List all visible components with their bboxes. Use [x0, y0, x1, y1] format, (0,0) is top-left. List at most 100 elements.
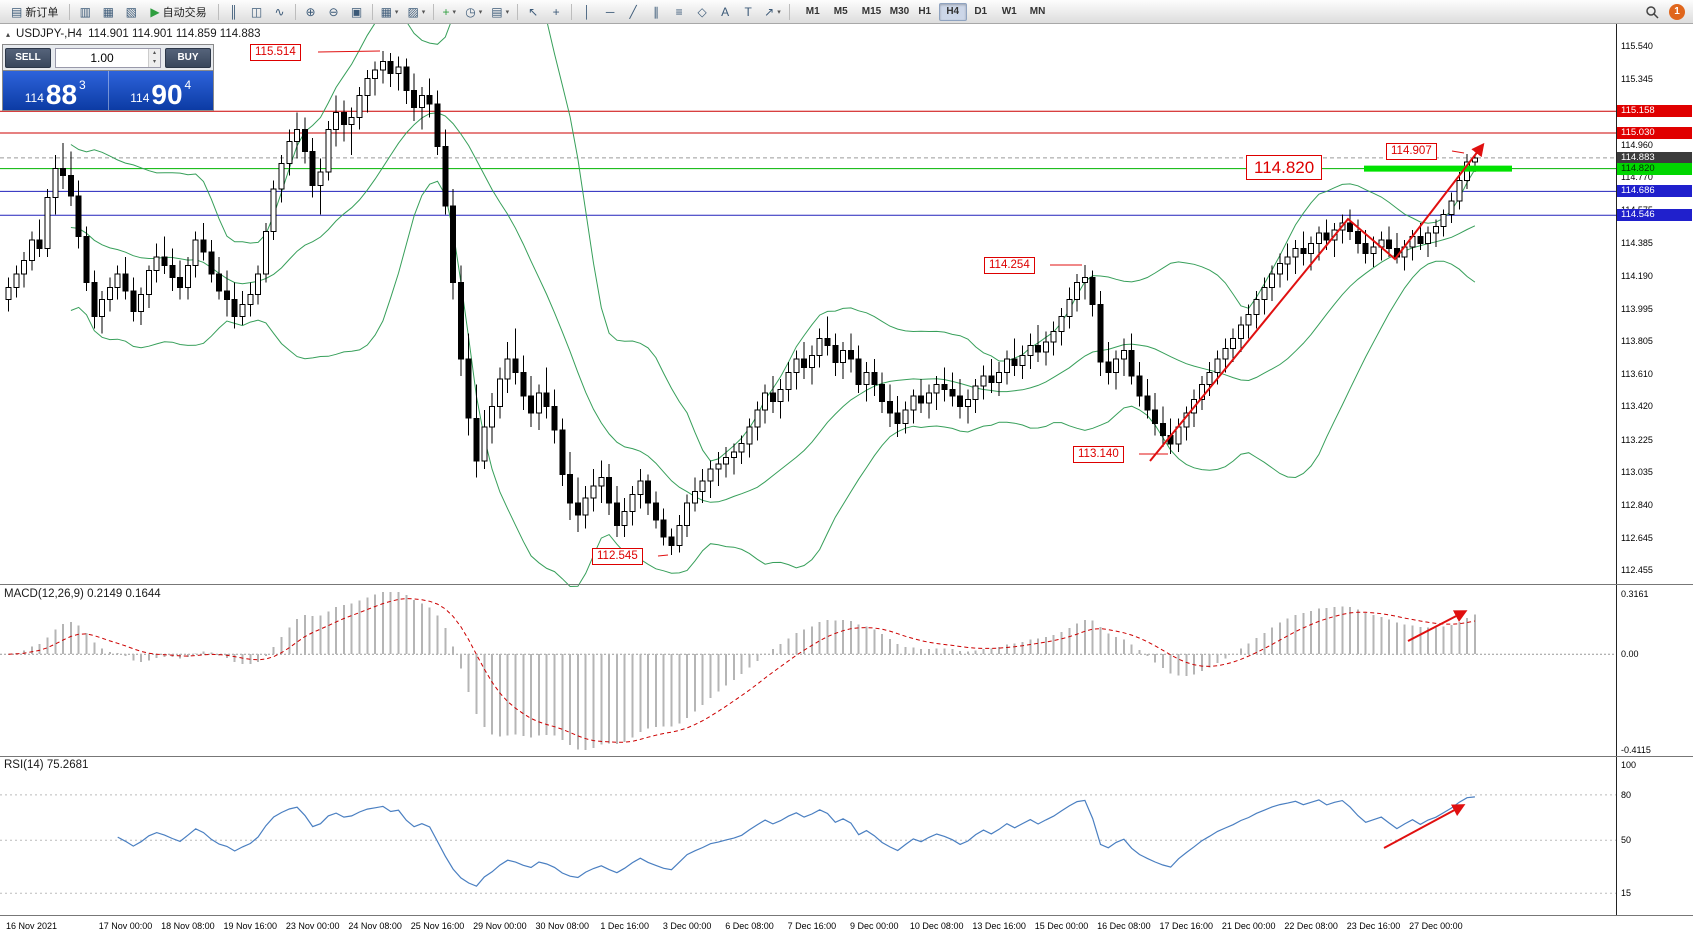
candles[interactable] — [5, 50, 1478, 555]
buy-button[interactable]: BUY — [165, 47, 211, 68]
time-axis-label: 25 Nov 16:00 — [410, 921, 465, 931]
zoom-in-button[interactable]: ⊕ — [300, 2, 322, 22]
time-axis-label: 23 Dec 16:00 — [1346, 921, 1401, 931]
toolbar-separator — [571, 3, 573, 20]
market-watch-button[interactable]: ▥ — [74, 2, 96, 22]
timeframe-h1-button[interactable]: H1 — [911, 3, 939, 21]
trend-arrow-3[interactable] — [1383, 804, 1466, 849]
trendline-button[interactable]: ╱ — [622, 2, 644, 22]
cursor-button[interactable]: ↖ — [522, 2, 544, 22]
chart-title: ▴ USDJPY-,H4 114.901 114.901 114.859 114… — [6, 28, 261, 40]
time-axis[interactable]: 16 Nov 2021 17 Nov 00:00 18 Nov 08:00 19 No… — [0, 916, 1693, 943]
autotrading-button[interactable]: ▶ 自动交易 — [143, 2, 213, 22]
periods-button[interactable]: ◷ ▾ — [461, 2, 486, 22]
arrows-button[interactable]: ↗ ▾ — [760, 2, 785, 22]
volume-up-button[interactable]: ▴ — [149, 48, 160, 58]
toolbar-separator — [69, 3, 71, 20]
timeframe-m30-button[interactable]: M30 — [883, 3, 911, 21]
bid-main: 88 — [45, 78, 78, 110]
notifications-badge[interactable]: 1 — [1669, 3, 1685, 20]
crosshair-button[interactable]: + — [545, 2, 567, 22]
candlestick-chart-icon: ◫ — [250, 4, 263, 19]
trend-arrow-2[interactable] — [1407, 610, 1468, 642]
timeframe-m5-button[interactable]: M5 — [827, 3, 855, 21]
price-annotation[interactable]: 113.140 — [1073, 446, 1124, 463]
templates-icon: ▤ — [491, 4, 503, 19]
bid-price[interactable]: 114 88 3 — [3, 71, 108, 110]
timeframe-w1-button[interactable]: W1 — [995, 3, 1023, 21]
vertical-line-icon: │ — [583, 4, 591, 19]
price-annotation[interactable]: 115.514 — [250, 44, 301, 61]
volume-input[interactable] — [56, 48, 148, 67]
time-axis-label: 16 Nov 2021 — [6, 921, 58, 931]
zoom-out-button[interactable]: ⊖ — [323, 2, 345, 22]
bar-chart-button[interactable]: ║ — [223, 2, 245, 22]
shapes-button[interactable]: ◇ — [691, 2, 713, 22]
timeframe-m15-button[interactable]: M15 — [855, 3, 883, 21]
price-axis-tag: 115.030 — [1617, 126, 1692, 139]
price-axis-tag: 114.686 — [1617, 185, 1692, 198]
data-window-button[interactable]: ▦ — [97, 2, 119, 22]
time-axis-label: 15 Dec 00:00 — [1034, 921, 1089, 931]
candlestick-chart-button[interactable]: ◫ — [246, 2, 268, 22]
sell-button[interactable]: SELL — [5, 47, 51, 68]
trade-panel-controls: SELL ▴ ▾ BUY — [3, 45, 213, 70]
equidistant-channel-button[interactable]: ∥ — [645, 2, 667, 22]
timeframe-h4-button[interactable]: H4 — [938, 2, 967, 21]
timeframe-d1-button[interactable]: D1 — [967, 3, 995, 21]
price-axis-tag: 114.883 — [1617, 151, 1692, 164]
indicators-button[interactable]: + ▾ — [438, 2, 460, 22]
templates-button[interactable]: ▤ ▾ — [487, 2, 513, 22]
time-axis-label: 9 Dec 00:00 — [850, 921, 899, 931]
search-button[interactable] — [1641, 2, 1663, 22]
chart-profiles-icon: ▨ — [407, 4, 419, 19]
market-watch-icon: ▥ — [79, 4, 92, 19]
macd-axis-tick: 0.3161 — [1621, 589, 1649, 599]
fibonacci-button[interactable]: ≡ — [668, 2, 690, 22]
price-annotation[interactable]: 114.820 — [1246, 155, 1323, 180]
macd-axis-tick: -0.4115 — [1621, 745, 1651, 755]
time-axis-label: 24 Nov 08:00 — [348, 921, 402, 931]
bollinger-lower-band[interactable] — [70, 180, 1476, 588]
new-order-button[interactable]: ▤ 新订单 — [4, 2, 65, 22]
price-axis-tag: 115.158 — [1617, 105, 1692, 118]
text-button[interactable]: A — [714, 2, 736, 22]
equidistant-channel-icon: ∥ — [653, 4, 660, 19]
pane-divider-macd[interactable] — [0, 584, 1693, 585]
rsi-axis-tick: 80 — [1621, 789, 1632, 800]
bid-pip: 3 — [79, 78, 86, 92]
trade-panel-prices: 114 88 3 114 90 4 — [3, 70, 213, 110]
text-icon: A — [721, 4, 730, 19]
line-chart-button[interactable]: ∿ — [269, 2, 291, 22]
new-chart-button[interactable]: ▦ ▾ — [377, 2, 403, 22]
horizontal-line-button[interactable]: ─ — [599, 2, 621, 22]
toolbar-separator — [371, 3, 373, 20]
chart-profiles-button[interactable]: ▨ ▾ — [403, 2, 429, 22]
toolbar-right: 1 — [1641, 2, 1689, 22]
timeframe-m1-button[interactable]: M1 — [799, 3, 827, 21]
bollinger-middle-band[interactable] — [70, 112, 1476, 503]
price-annotation[interactable]: 114.254 — [984, 257, 1035, 274]
time-axis-label: 16 Dec 08:00 — [1097, 921, 1151, 931]
price-annotation[interactable]: 112.545 — [592, 548, 643, 565]
vertical-line-button[interactable]: │ — [576, 2, 598, 22]
panel-collapse-icon[interactable]: ▴ — [6, 29, 11, 39]
symbol-period-label: USDJPY-,H4 — [16, 28, 83, 40]
navigator-button[interactable]: ▧ — [120, 2, 142, 22]
tile-windows-button[interactable]: ▣ — [346, 2, 368, 22]
trend-arrow-1[interactable] — [1149, 142, 1485, 462]
text-label-button[interactable]: T — [737, 2, 759, 22]
timeframe-mn-button[interactable]: MN — [1023, 3, 1051, 21]
volume-down-button[interactable]: ▾ — [149, 57, 160, 67]
price-axis-tick: 113.995 — [1621, 303, 1653, 314]
line-chart-icon: ∿ — [274, 4, 285, 19]
ask-main: 90 — [151, 78, 183, 110]
price-annotation[interactable]: 114.907 — [1386, 143, 1437, 160]
indicators-icon: + — [442, 4, 450, 19]
ask-price[interactable]: 114 90 4 — [107, 71, 214, 110]
pane-divider-rsi[interactable] — [0, 756, 1693, 757]
rsi-axis-tick: 15 — [1621, 888, 1632, 899]
volume-stepper: ▴ ▾ — [55, 47, 161, 68]
toolbar-separator — [517, 3, 519, 20]
